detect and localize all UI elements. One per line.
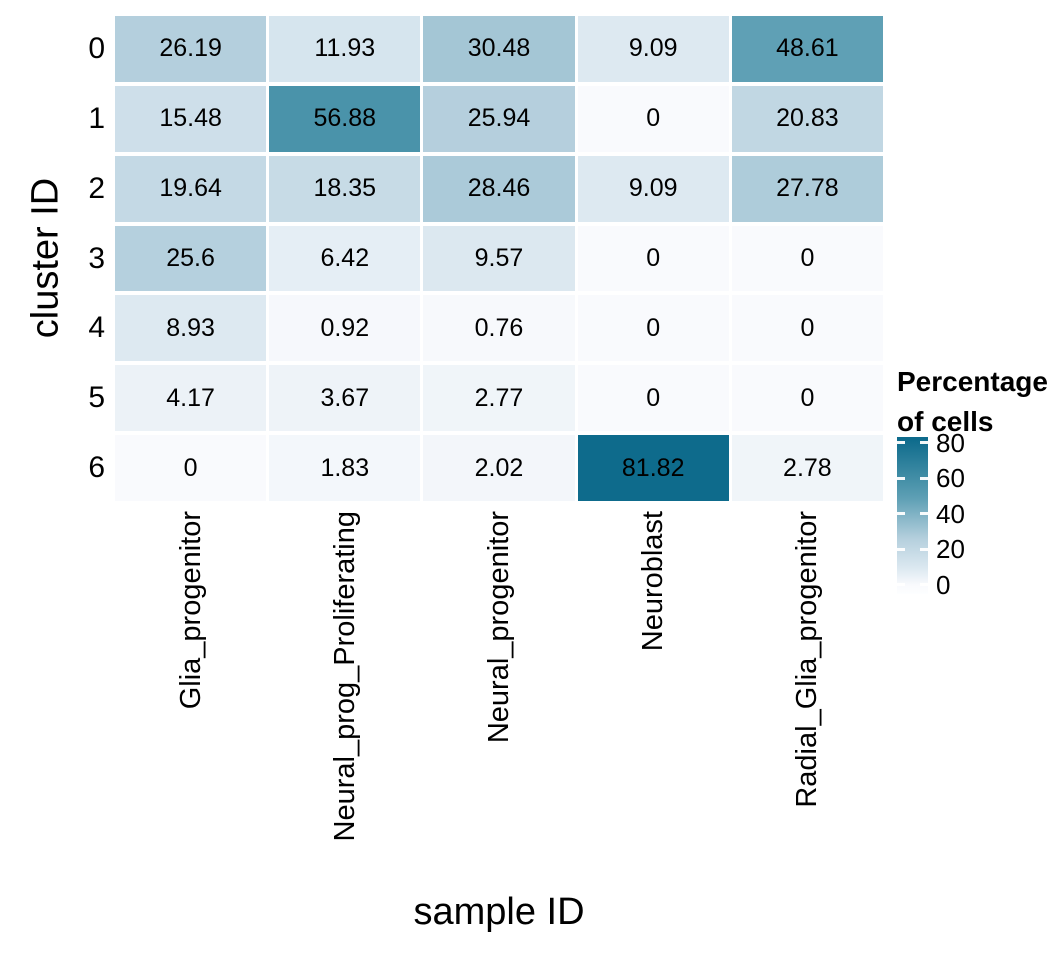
- heatmap-cell: 15.48: [115, 85, 267, 152]
- heatmap-cell: 0.92: [269, 295, 421, 362]
- heatmap-cell: 0: [577, 295, 729, 362]
- y-tick-label: 1: [88, 101, 105, 135]
- legend-tick-label: 0: [936, 569, 951, 600]
- heatmap-cell: 0: [577, 365, 729, 432]
- x-axis-title: sample ID: [413, 891, 585, 933]
- heatmap-cell: 1.83: [269, 435, 421, 501]
- legend-title-line1: Percentage: [897, 366, 1048, 397]
- heatmap-cell: 18.35: [269, 155, 421, 222]
- heatmap-cell: 9.09: [577, 155, 729, 222]
- legend-tick-label: 80: [936, 427, 965, 458]
- heatmap-cell: 0: [115, 435, 267, 501]
- heatmap-cell: 9.57: [423, 225, 575, 292]
- heatmap-cell: 0: [731, 295, 883, 362]
- legend-title: Percentage of cells: [897, 362, 1048, 442]
- y-tick-label: 0: [88, 31, 105, 65]
- legend-tick-label: 20: [936, 534, 965, 565]
- heatmap-cell: 0: [577, 225, 729, 292]
- heatmap-cell: 81.82: [577, 435, 729, 501]
- colorbar-tick-mark: [897, 476, 905, 480]
- heatmap-cell: 9.09: [577, 16, 729, 82]
- x-tick-label: Neuroblast: [637, 511, 670, 652]
- colorbar-tick-mark: [920, 476, 928, 480]
- heatmap-cell: 6.42: [269, 225, 421, 292]
- x-tick-label: Radial_Glia_progenitor: [791, 511, 824, 808]
- heatmap-cell: 11.93: [269, 16, 421, 82]
- x-tick-label: Neural_progenitor: [483, 511, 515, 744]
- colorbar-tick-mark: [897, 547, 905, 551]
- heatmap-cell: 25.94: [423, 85, 575, 152]
- colorbar-tick-mark: [920, 512, 928, 516]
- y-tick-label: 3: [88, 241, 105, 275]
- y-tick-label: 5: [88, 381, 105, 415]
- heatmap-cell: 20.83: [731, 85, 883, 152]
- heatmap-cell: 0.76: [423, 295, 575, 362]
- heatmap-cell: 27.78: [731, 155, 883, 222]
- legend-tick-label: 60: [936, 463, 965, 494]
- heatmap-cell: 3.67: [269, 365, 421, 432]
- heatmap-grid: 26.19 11.93 30.48 9.09 48.61 15.48 56.88 25.94 0…: [115, 16, 883, 501]
- heatmap-cell: 2.78: [731, 435, 883, 501]
- heatmap-cell: 56.88: [269, 85, 421, 152]
- y-tick-label: 6: [88, 451, 105, 485]
- heatmap-cell: 2.02: [423, 435, 575, 501]
- legend-tick-label: 40: [936, 498, 965, 529]
- legend-colorbar: [897, 437, 928, 594]
- heatmap-cell: 30.48: [423, 16, 575, 82]
- heatmap-cell: 25.6: [115, 225, 267, 292]
- heatmap-cell: 0: [731, 225, 883, 292]
- y-axis-tick-labels: 0 1 2 3 4 5 6: [0, 0, 105, 960]
- heatmap-cell: 26.19: [115, 16, 267, 82]
- heatmap-cell: 48.61: [731, 16, 883, 82]
- legend-title-line2: of cells: [897, 406, 994, 437]
- heatmap-cell: 19.64: [115, 155, 267, 222]
- heatmap-cell: 28.46: [423, 155, 575, 222]
- heatmap-cell: 0: [577, 85, 729, 152]
- colorbar-tick-mark: [920, 441, 928, 445]
- y-tick-label: 4: [88, 311, 105, 345]
- x-tick-label: Neural_prog_Proliferating: [328, 511, 361, 842]
- heatmap-cell: 4.17: [115, 365, 267, 432]
- colorbar-tick-mark: [920, 547, 928, 551]
- heatmap-cell: 2.77: [423, 365, 575, 432]
- colorbar-tick-mark: [897, 583, 905, 587]
- colorbar-tick-mark: [897, 512, 905, 516]
- heatmap-cell: 8.93: [115, 295, 267, 362]
- heatmap-cell: 0: [731, 365, 883, 432]
- x-tick-label: Glia_progenitor: [174, 511, 207, 710]
- colorbar-tick-mark: [897, 441, 905, 445]
- colorbar-tick-mark: [920, 583, 928, 587]
- y-tick-label: 2: [88, 171, 105, 205]
